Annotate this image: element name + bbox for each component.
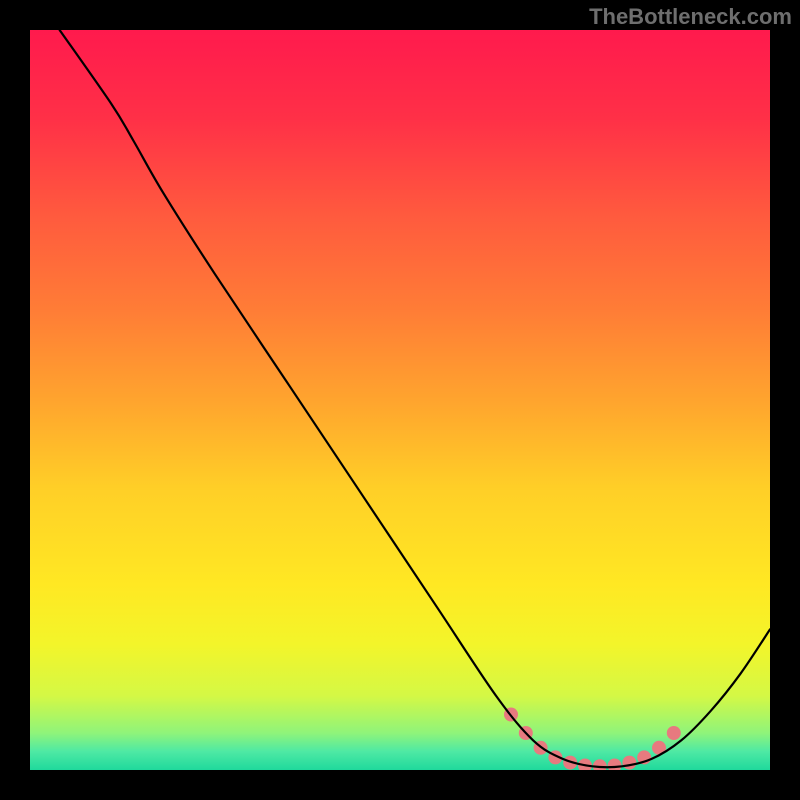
bottleneck-chart: TheBottleneck.com	[0, 0, 800, 800]
watermark-text: TheBottleneck.com	[589, 4, 792, 29]
marker-point	[622, 756, 636, 770]
chart-plot-bg	[30, 30, 770, 770]
marker-point	[667, 726, 681, 740]
